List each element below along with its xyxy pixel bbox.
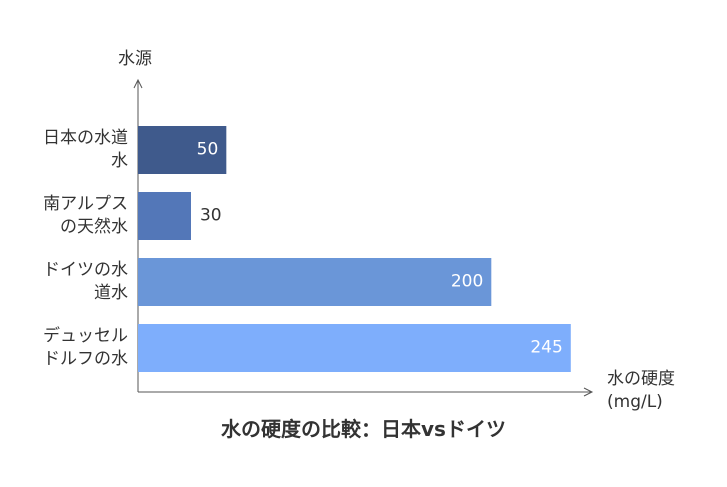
value-label: 245 <box>530 337 563 358</box>
chart-title: 水の硬度の比較：日本vsドイツ <box>221 417 506 441</box>
x-arrow <box>583 387 594 397</box>
category-label: 南アルプス の天然水 <box>43 194 128 237</box>
bar <box>138 258 492 306</box>
category-label: デュッセル ドルフの水 <box>43 326 128 369</box>
category-label: 日本の水道 水 <box>43 128 128 171</box>
y-axis-label: 水源 <box>118 49 152 69</box>
category-label: ドイツの水 道水 <box>43 260 128 303</box>
bar <box>138 192 191 240</box>
value-label: 50 <box>196 139 219 160</box>
x-axis-label: 水の硬度 (mg/L) <box>607 369 675 412</box>
bar <box>138 126 227 174</box>
bar <box>138 324 571 372</box>
value-label: 30 <box>199 205 222 226</box>
y-arrow <box>133 78 143 89</box>
value-label: 200 <box>450 271 484 292</box>
